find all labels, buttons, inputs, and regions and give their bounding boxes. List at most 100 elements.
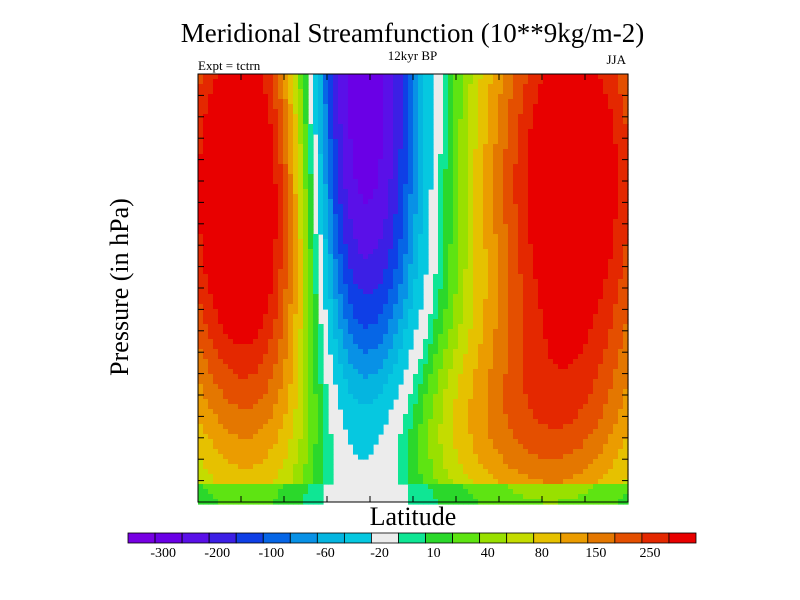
contour-cell — [358, 189, 364, 195]
contour-cell — [393, 194, 399, 200]
contour-cell — [498, 209, 504, 215]
contour-cell — [523, 79, 529, 85]
contour-cell — [563, 314, 569, 320]
contour-cell — [333, 299, 339, 305]
contour-cell — [573, 104, 579, 110]
contour-cell — [343, 124, 349, 130]
contour-cell — [393, 104, 399, 110]
contour-cell — [443, 119, 449, 125]
contour-cell — [333, 169, 339, 175]
contour-cell — [273, 284, 279, 290]
contour-cell — [623, 319, 629, 325]
contour-cell — [558, 359, 564, 365]
contour-cell — [563, 139, 569, 145]
contour-cell — [553, 369, 559, 375]
contour-cell — [308, 349, 314, 355]
contour-cell — [333, 204, 339, 210]
contour-cell — [453, 179, 459, 185]
contour-cell — [558, 299, 564, 305]
contour-cell — [323, 124, 329, 130]
contour-cell — [598, 334, 604, 340]
contour-cell — [498, 109, 504, 115]
contour-cell — [368, 199, 374, 205]
contour-cell — [383, 344, 389, 350]
contour-cell — [378, 104, 384, 110]
contour-cell — [588, 84, 594, 90]
contour-cell — [568, 159, 574, 165]
contour-cell — [298, 309, 304, 315]
contour-cell — [208, 309, 214, 315]
contour-cell — [303, 244, 309, 250]
contour-cell — [268, 279, 274, 285]
contour-cell — [478, 189, 484, 195]
contour-cell — [563, 329, 569, 335]
contour-cell — [258, 214, 264, 220]
contour-cell — [473, 89, 479, 95]
contour-cell — [328, 329, 334, 335]
contour-cell — [588, 164, 594, 170]
contour-cell — [473, 179, 479, 185]
contour-cell — [433, 279, 439, 285]
contour-cell — [613, 184, 619, 190]
contour-cell — [383, 269, 389, 275]
contour-cell — [393, 334, 399, 340]
contour-cell — [533, 359, 539, 365]
contour-cell — [253, 244, 259, 250]
contour-cell — [583, 204, 589, 210]
contour-cell — [213, 289, 219, 295]
contour-cell — [593, 104, 599, 110]
contour-cell — [518, 309, 524, 315]
contour-cell — [463, 169, 469, 175]
contour-cell — [328, 124, 334, 130]
contour-cell — [268, 364, 274, 370]
contour-cell — [348, 179, 354, 185]
contour-cell — [353, 164, 359, 170]
contour-cell — [258, 149, 264, 155]
contour-cell — [563, 269, 569, 275]
contour-cell — [353, 364, 359, 370]
contour-cell — [523, 199, 529, 205]
contour-cell — [198, 344, 204, 350]
contour-cell — [618, 179, 624, 185]
contour-cell — [363, 99, 369, 105]
contour-cell — [388, 369, 394, 375]
contour-cell — [218, 369, 224, 375]
contour-cell — [513, 194, 519, 200]
contour-cell — [298, 204, 304, 210]
contour-cell — [448, 159, 454, 165]
contour-cell — [273, 119, 279, 125]
contour-cell — [368, 109, 374, 115]
contour-cell — [293, 219, 299, 225]
contour-cell — [348, 134, 354, 140]
contour-cell — [403, 119, 409, 125]
contour-cell — [423, 164, 429, 170]
contour-cell — [578, 164, 584, 170]
contour-cell — [223, 164, 229, 170]
contour-cell — [423, 89, 429, 95]
contour-cell — [578, 249, 584, 255]
contour-cell — [623, 154, 629, 160]
contour-cell — [423, 149, 429, 155]
contour-cell — [398, 239, 404, 245]
contour-cell — [403, 349, 409, 355]
contour-cell — [308, 334, 314, 340]
contour-cell — [483, 154, 489, 160]
contour-cell — [588, 334, 594, 340]
contour-cell — [568, 214, 574, 220]
contour-cell — [578, 189, 584, 195]
contour-cell — [498, 149, 504, 155]
contour-cell — [393, 134, 399, 140]
contour-cell — [553, 154, 559, 160]
contour-cell — [203, 319, 209, 325]
contour-cell — [563, 134, 569, 140]
contour-cell — [308, 164, 314, 170]
contour-cell — [323, 129, 329, 135]
contour-cell — [458, 154, 464, 160]
contour-cell — [423, 214, 429, 220]
contour-cell — [428, 364, 434, 370]
contour-cell — [363, 214, 369, 220]
contour-cell — [483, 139, 489, 145]
contour-cell — [403, 174, 409, 180]
contour-cell — [563, 294, 569, 300]
contour-cell — [343, 209, 349, 215]
